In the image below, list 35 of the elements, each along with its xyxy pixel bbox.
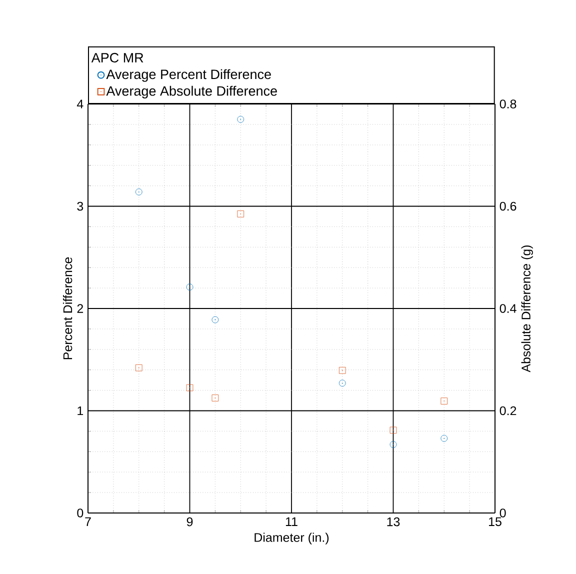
- y2-tick-label: 0: [500, 508, 506, 518]
- y2-tick-label: 0.6: [500, 202, 516, 211]
- y2-tick-label: 0.2: [500, 406, 516, 416]
- point: [186, 284, 194, 290]
- point: [212, 394, 219, 402]
- point: [186, 384, 194, 392]
- y-tick-label: 4: [76, 100, 84, 108]
- y-tick-label: 2: [77, 304, 84, 313]
- point: [135, 188, 142, 196]
- point: [390, 441, 397, 448]
- y2-tick-label: 0.8: [500, 100, 516, 108]
- point: [390, 426, 397, 434]
- point: [338, 366, 346, 374]
- point: [135, 364, 142, 372]
- point: [338, 380, 346, 387]
- point: [440, 434, 448, 442]
- point: [212, 316, 219, 324]
- legend-title: APC MR: [91, 52, 144, 62]
- y2-axis-title: Absolute Difference (g): [521, 245, 533, 372]
- x-axis-title: Diameter (in.): [254, 532, 329, 544]
- x-tick-label: 13: [387, 517, 400, 526]
- x-tick-label: 11: [286, 517, 298, 526]
- point: [237, 210, 244, 218]
- y-tick-label: 0: [77, 508, 84, 518]
- y-axis-title: Percent Difference: [62, 257, 72, 360]
- x-tick-label: 15: [489, 517, 502, 526]
- legend-label: Average Percent Difference: [106, 69, 271, 82]
- y-tick-label: 3: [77, 202, 84, 211]
- y2-tick-label: 0.4: [500, 304, 516, 313]
- y-tick-label: 1: [78, 406, 84, 416]
- point: [440, 398, 448, 404]
- x-tick-label: 7: [85, 517, 91, 526]
- point: [237, 116, 244, 123]
- legend-label: Average Absolute Difference: [106, 86, 277, 98]
- x-tick-label: 9: [186, 517, 193, 526]
